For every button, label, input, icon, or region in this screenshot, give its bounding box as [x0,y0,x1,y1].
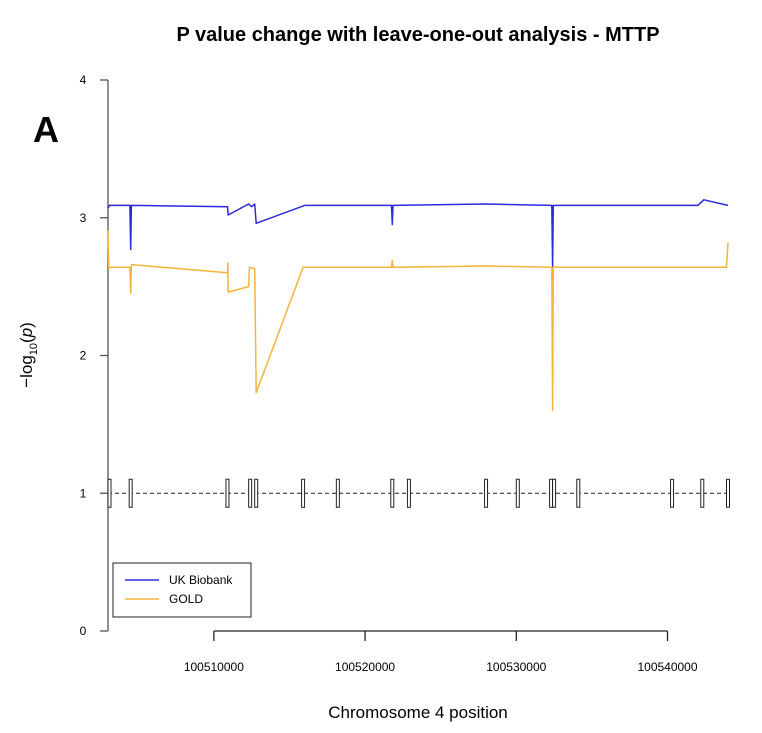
variant-marker [670,478,675,508]
y-tick-label: 4 [80,73,87,87]
y-axis-label-var: p [17,328,36,338]
variant-marker [700,478,705,508]
x-tick-label: 100510000 [184,660,244,674]
y-tick-label: 0 [80,624,87,638]
y-tick-label: 3 [80,211,87,225]
variant-marker [726,478,730,508]
x-axis-label: Chromosome 4 position [328,703,508,722]
variant-marker [552,478,557,508]
variant-marker [301,478,306,508]
y-tick-label: 2 [80,349,87,363]
variant-marker [225,478,230,508]
variant-marker [406,478,411,508]
x-tick-label: 100520000 [335,660,395,674]
y-axis-label-sub: 10 [28,343,40,355]
variant-marker [107,478,112,508]
variant-marker [390,478,395,508]
variant-markers [107,478,730,508]
legend: UK Biobank GOLD [112,562,252,618]
y-axis-label-prefix: −log [17,355,36,388]
series-line-gold [107,230,729,412]
legend-entry: UK Biobank [169,573,233,587]
y-tick-label: 1 [80,486,87,500]
variant-marker [128,478,133,508]
chart-title: P value change with leave-one-out analys… [176,24,659,46]
variant-marker [248,478,253,508]
variant-marker [335,478,340,508]
x-tick-label: 100540000 [637,660,697,674]
variant-marker [515,478,520,508]
legend-box [112,562,252,618]
variant-marker [254,478,259,508]
panel-label: A [33,109,59,150]
y-axis: 0 1 2 3 4 [80,73,109,638]
x-axis: 100510000 100520000 100530000 100540000 [184,630,698,674]
variant-marker [576,478,581,508]
variant-marker [484,478,489,508]
y-axis-label: −log10(p) [17,322,40,388]
legend-entry: GOLD [169,592,203,606]
series-lines [107,199,729,412]
x-tick-label: 100530000 [486,660,546,674]
series-line-uk-biobank [107,199,729,269]
